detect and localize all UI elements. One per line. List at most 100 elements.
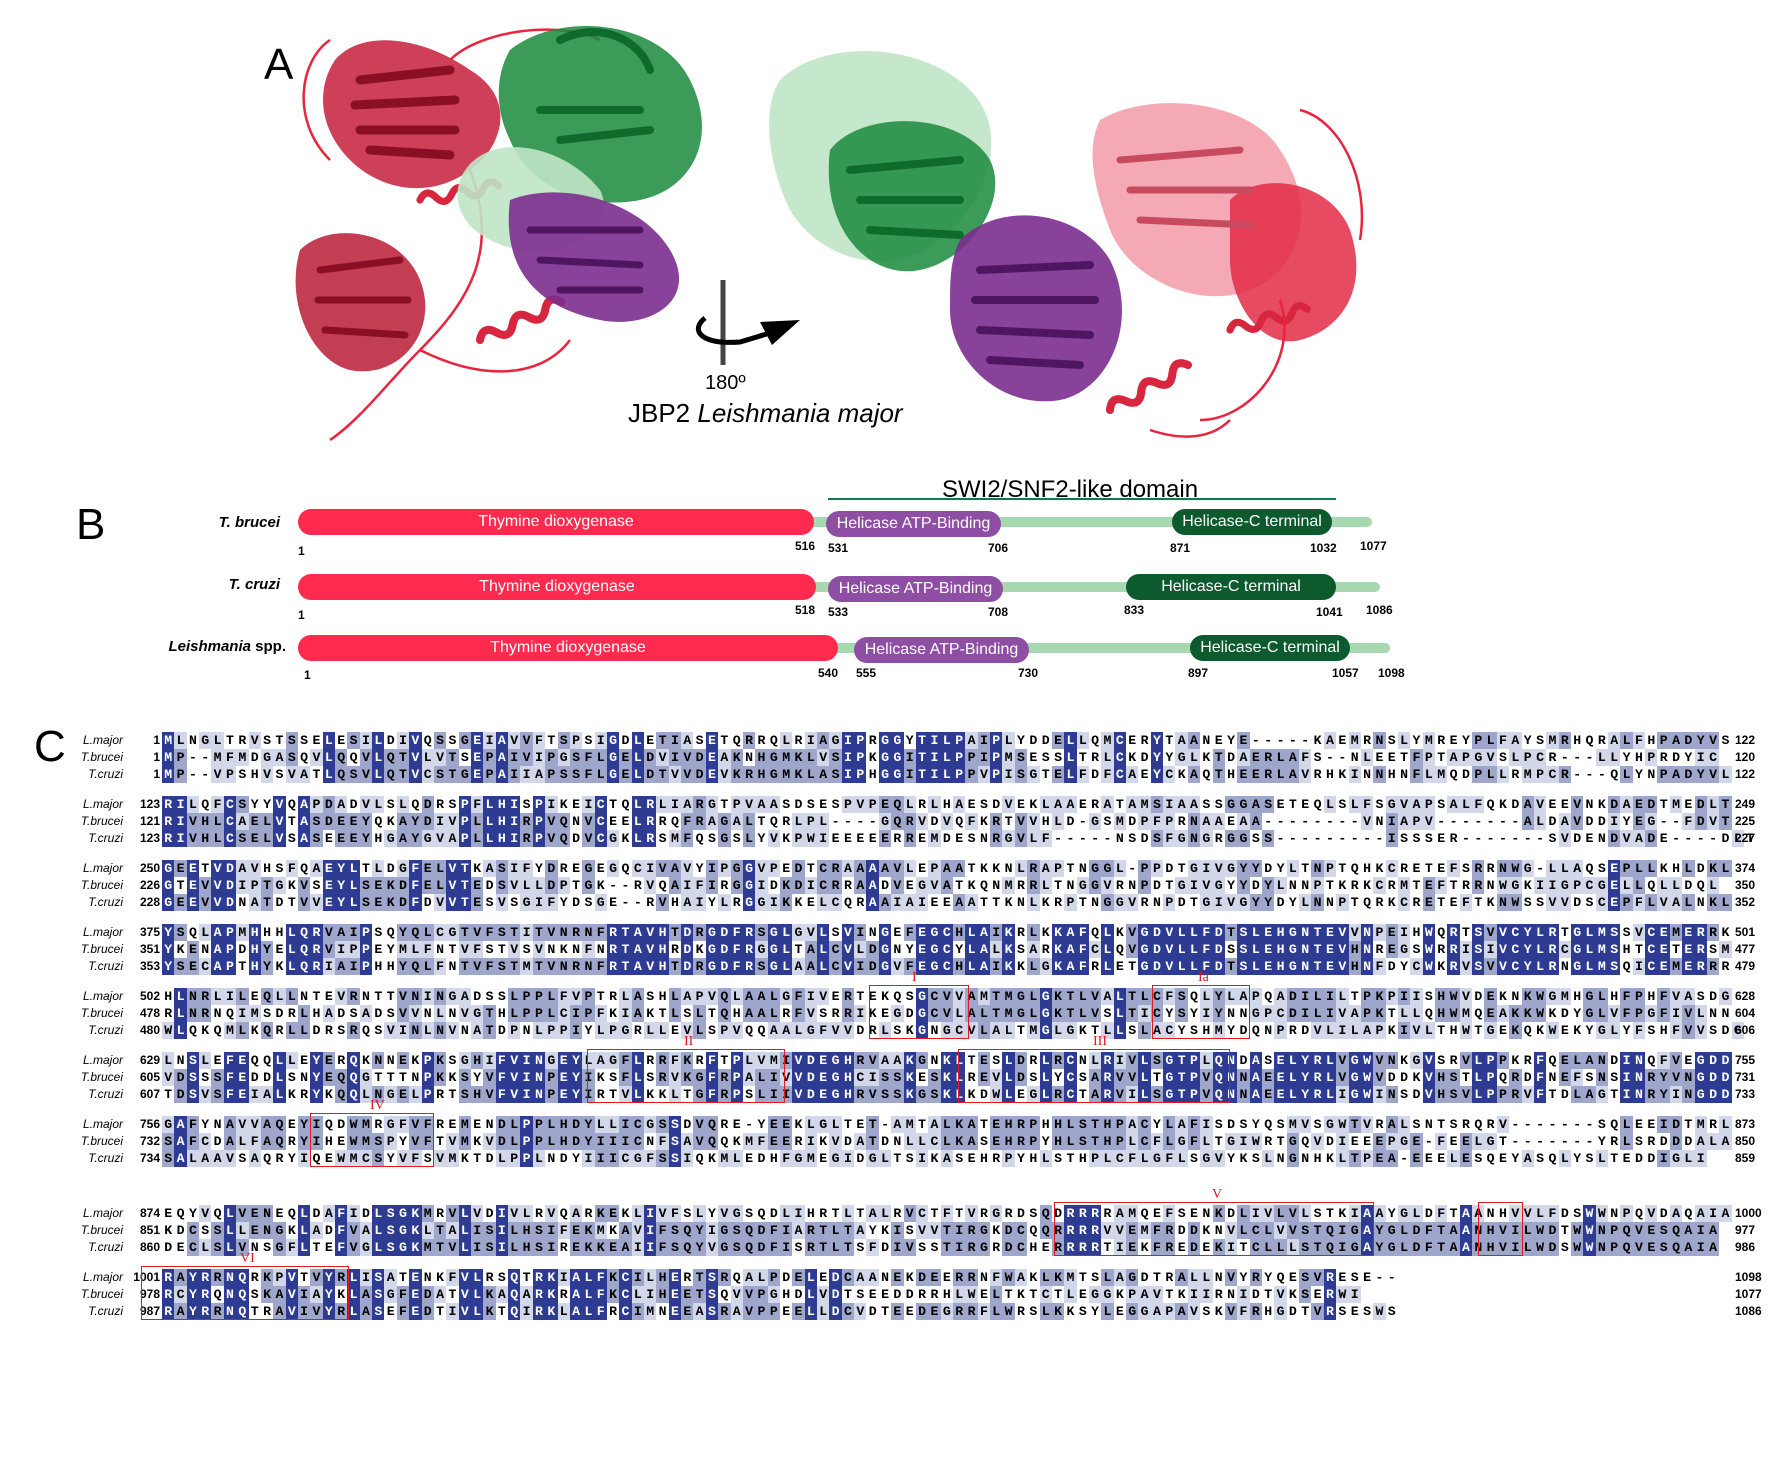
dioxygenase-domain: Thymine dioxygenase xyxy=(298,574,816,600)
alignment-start-position: 478 xyxy=(139,1006,160,1020)
species-label: T. brucei xyxy=(218,514,280,531)
alignment-start-position: 351 xyxy=(139,942,160,956)
species-suffix: spp. xyxy=(250,638,286,655)
position-start: 1 xyxy=(298,608,305,622)
motif-box-iv xyxy=(310,1113,434,1167)
alignment-end-position: 859 xyxy=(1735,1151,1756,1165)
alignment-row: T.brucei 605 V D S S S F E D D L S N Y E Q Q G T T T N P K K S Y V F V… xyxy=(0,1069,1768,1086)
alignment-species-name: T.brucei xyxy=(80,1070,123,1084)
motif-label-vi: VI xyxy=(240,1251,255,1266)
alignment-row: L.major 250 G E E T V D A V H S F Q A E Y L T L D G F E L V T K A S I F… xyxy=(0,860,1768,877)
alignment-start-position: 734 xyxy=(139,1151,160,1165)
motif-box-v-end xyxy=(1478,1202,1523,1256)
species-label: Leishmania spp. xyxy=(168,638,286,655)
motif-box-ia xyxy=(1152,985,1250,1039)
alignment-end-position: 227 xyxy=(1735,831,1756,845)
alignment-end-position: 606 xyxy=(1735,1023,1756,1037)
position-hc-end: 1057 xyxy=(1332,666,1359,680)
alignment-row: T.cruzi 734 S A L A A V S A Q R Y I Q E W M C S Y V F S V M K T D L P P… xyxy=(0,1150,1768,1167)
alignment-row: T.cruzi 860 D E C L S L V N S G F L T E F V G L S G K M T V L I S I L H… xyxy=(0,1239,1768,1256)
alignment-start-position: 226 xyxy=(139,878,160,892)
alignment-row: T.brucei 478 R L N R N Q I M S D R L H A D S A D S V V N L N V G T H L… xyxy=(0,1005,1768,1022)
alignment-row: T.cruzi 1 M P - - V P S H V S V A T L Q S V L Q T V C S T G E P A I I A P… xyxy=(0,766,1768,783)
alignment-row: T.cruzi 480 W L Q K Q M L K Q R L L D R S R Q S V I N L N V N A T D P N… xyxy=(0,1022,1768,1039)
alignment-end-position: 986 xyxy=(1735,1240,1756,1254)
alignment-end-position: 850 xyxy=(1735,1134,1756,1148)
alignment-start-position: 629 xyxy=(139,1053,160,1067)
alignment-row: T.brucei 978 R C Y R Q N Q S K A V I A Y K L A S G F E D A T V L K A Q… xyxy=(0,1286,1768,1303)
alignment-row: L.major 874 E Q Y V Q L V E N E Q L D A F I D L S G K M R V L V D I V L… xyxy=(0,1205,1768,1222)
helicase-atp-domain: Helicase ATP-Binding xyxy=(826,511,1001,537)
alignment-row: T.brucei 1 M P - - M F M D G A S Q V L Q Q V L Q T V L V T S E P A I V I… xyxy=(0,749,1768,766)
alignment-start-position: 502 xyxy=(139,989,160,1003)
motif-label-iii: III xyxy=(1093,1034,1107,1049)
linker-track xyxy=(300,643,1390,653)
alignment-end-position: 120 xyxy=(1735,750,1756,764)
helicase-atp-domain: Helicase ATP-Binding xyxy=(828,576,1003,602)
alignment-end-position: 501 xyxy=(1735,925,1756,939)
alignment-row: T.cruzi 228 G E E V V D N A T D T V V E Y L S E K D F D V V T E S V S G… xyxy=(0,894,1768,911)
alignment-species-name: T.brucei xyxy=(80,878,123,892)
alignment-species-name: L.major xyxy=(82,1270,123,1284)
alignment-end-position: 477 xyxy=(1735,942,1756,956)
alignment-start-position: 353 xyxy=(139,959,160,973)
alignment-end-position: 374 xyxy=(1735,861,1756,875)
alignment-species-name: L.major xyxy=(82,925,123,939)
structure-left xyxy=(295,26,702,442)
alignment-start-position: 1 xyxy=(153,750,160,764)
alignment-end-position: 977 xyxy=(1735,1223,1756,1237)
alignment-species-name: L.major xyxy=(82,1053,123,1067)
alignment-start-position: 123 xyxy=(139,831,160,845)
alignment-species-name: T.cruzi xyxy=(88,959,123,973)
position-hc-end: 1041 xyxy=(1316,605,1343,619)
alignment-end-position: 628 xyxy=(1735,989,1756,1003)
alignment-start-position: 1001 xyxy=(133,1270,160,1284)
alignment-species-name: L.major xyxy=(82,989,123,1003)
alignment-species-name: T.cruzi xyxy=(88,895,123,909)
alignment-start-position: 228 xyxy=(139,895,160,909)
alignment-species-name: L.major xyxy=(82,733,123,747)
alignment-species-name: T.brucei xyxy=(80,1134,123,1148)
position-length: 1098 xyxy=(1378,666,1405,680)
rotation-label: 180º xyxy=(705,372,746,394)
alignment-start-position: 607 xyxy=(139,1087,160,1101)
dioxygenase-domain: Thymine dioxygenase xyxy=(298,509,814,535)
alignment-start-position: 121 xyxy=(139,814,160,828)
panel-letter-a: A xyxy=(264,40,294,89)
position-length: 1086 xyxy=(1366,603,1393,617)
motif-box-v xyxy=(1054,1202,1374,1256)
alignment-species-name: T.cruzi xyxy=(88,1240,123,1254)
motif-label-ia: Ia xyxy=(1198,970,1209,985)
alignment-species-name: L.major xyxy=(82,861,123,875)
position-start: 1 xyxy=(298,544,305,558)
position-hc-end: 1032 xyxy=(1310,541,1337,555)
helicase-c-domain: Helicase-C terminal xyxy=(1172,509,1332,535)
rotation-arrow xyxy=(696,280,800,365)
helicase-c-domain: Helicase-C terminal xyxy=(1190,635,1350,661)
alignment-species-name: T.cruzi xyxy=(88,831,123,845)
panel-letter-c: C xyxy=(34,722,66,771)
alignment-row: L.major 502 H L N R L I L E Q L L N T E V R N T T V N I N G A D S S L P… xyxy=(0,988,1768,1005)
alignment-species-name: T.brucei xyxy=(80,1287,123,1301)
alignment-start-position: 1 xyxy=(153,733,160,747)
alignment-row: T.cruzi 353 Y S E C A P T H Y K L Q R I A I P H H Y Q L F N T V F S T M… xyxy=(0,958,1768,975)
alignment-species-name: T.cruzi xyxy=(88,1087,123,1101)
motif-box-i xyxy=(869,985,969,1039)
alignment-species-name: T.brucei xyxy=(80,750,123,764)
